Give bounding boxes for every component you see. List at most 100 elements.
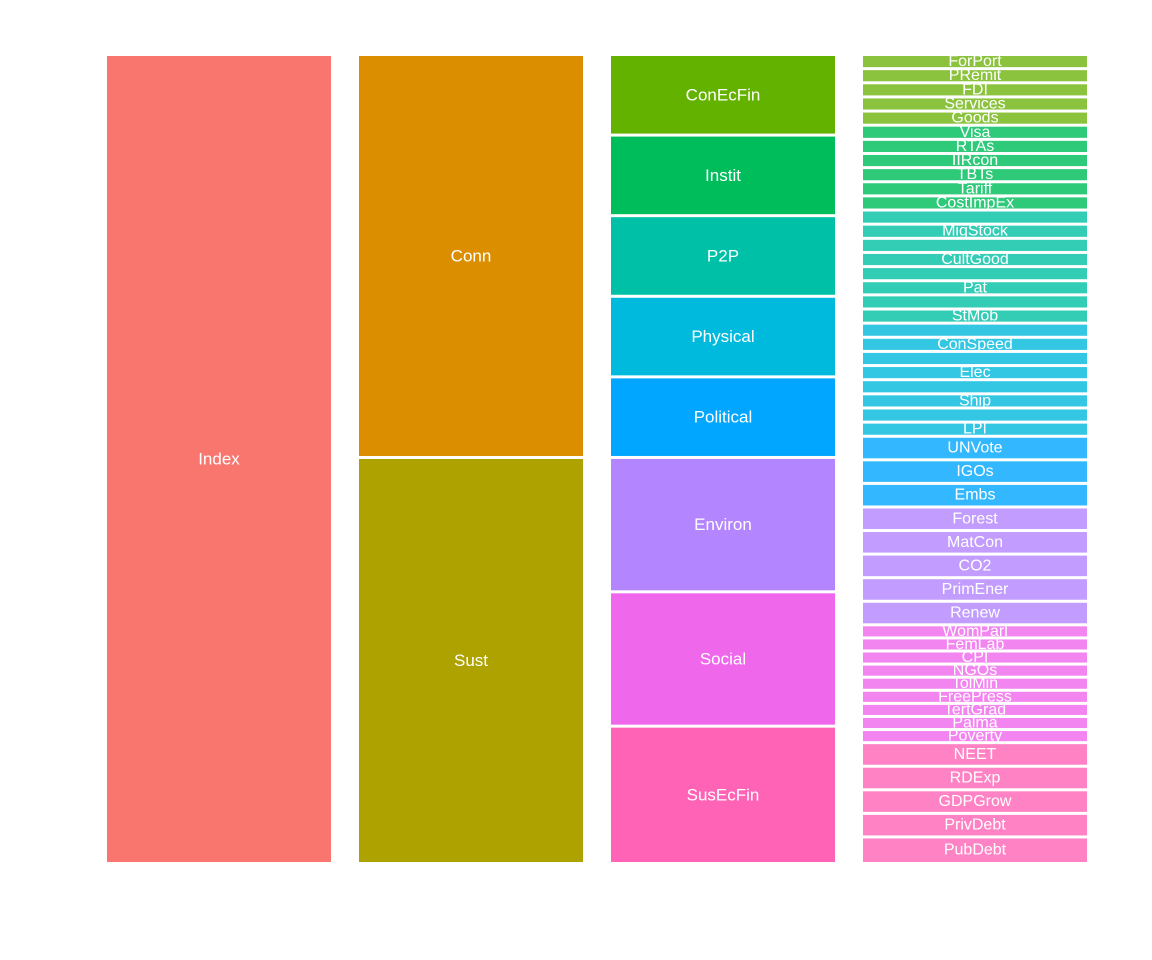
node-rect — [359, 459, 583, 862]
node-label: Forest — [952, 510, 998, 527]
node-rect — [863, 56, 1087, 68]
node-rect — [863, 579, 1087, 600]
node-level3-35: WomParl — [863, 623, 1087, 640]
node-rect — [863, 409, 1087, 421]
node-level3-19 — [863, 324, 1087, 336]
node-level3-37: CPI — [863, 649, 1087, 666]
node-rect — [863, 704, 1087, 715]
node-label: NGOs — [953, 662, 997, 679]
node-rect — [863, 395, 1087, 407]
node-rect — [863, 731, 1087, 742]
node-level3-4: Goods — [863, 110, 1087, 127]
node-rect — [863, 70, 1087, 82]
node-label: Social — [700, 649, 746, 668]
node-label: ConSpeed — [937, 336, 1013, 353]
node-rect — [863, 555, 1087, 577]
node-level3-46: GDPGrow — [863, 791, 1087, 812]
node-label: Political — [694, 408, 753, 427]
node-rect — [863, 239, 1087, 251]
node-level2-7: SusEcFin — [611, 727, 835, 862]
node-rect — [863, 652, 1087, 663]
node-label: TBTs — [957, 166, 993, 183]
node-rect — [863, 126, 1087, 138]
node-level3-43: Poverty — [863, 728, 1087, 745]
node-level3-21 — [863, 352, 1087, 365]
node-label: PRemit — [949, 67, 1002, 84]
node-label: TertGrad — [944, 701, 1006, 718]
node-label: ConEcFin — [686, 85, 761, 104]
node-label: Ship — [959, 392, 991, 409]
node-label: IIRcon — [952, 152, 998, 169]
node-rect — [863, 338, 1087, 350]
node-label: Sust — [454, 651, 488, 670]
node-level2-0: ConEcFin — [611, 56, 835, 134]
node-rect — [863, 225, 1087, 237]
node-label: Environ — [694, 515, 752, 534]
node-level3-48: PubDebt — [863, 838, 1087, 862]
node-level3-25 — [863, 409, 1087, 421]
node-rect — [863, 296, 1087, 308]
node-level3-44: NEET — [863, 744, 1087, 765]
node-level3-30: Forest — [863, 508, 1087, 530]
node-rect — [611, 56, 835, 134]
node-level2-5: Environ — [611, 458, 835, 591]
node-label: UNVote — [947, 440, 1002, 457]
node-level3-12: MigStock — [863, 223, 1087, 240]
node-label: Pat — [963, 279, 988, 296]
node-rect — [863, 626, 1087, 637]
node-level3-6: RTAs — [863, 138, 1087, 155]
node-rect — [863, 508, 1087, 530]
node-label: Instit — [705, 166, 741, 185]
node-level3-10: CostImpEx — [863, 194, 1087, 211]
node-rect — [863, 211, 1087, 223]
node-level0-0: Index — [107, 56, 331, 862]
node-level2-2: P2P — [611, 217, 835, 295]
node-level2-4: Political — [611, 378, 835, 456]
node-label: Physical — [691, 327, 754, 346]
node-label: MigStock — [942, 223, 1009, 240]
node-label: StMob — [952, 308, 998, 325]
node-level3-32: CO2 — [863, 555, 1087, 577]
node-label: Poverty — [948, 728, 1002, 745]
node-label: Services — [944, 95, 1005, 112]
node-rect — [611, 297, 835, 376]
node-rect — [863, 791, 1087, 812]
node-rect — [863, 484, 1087, 506]
node-rect — [863, 532, 1087, 553]
node-label: PrimEner — [942, 581, 1009, 598]
node-label: CO2 — [959, 557, 992, 574]
node-level1-1: Sust — [359, 459, 583, 862]
node-rect — [611, 217, 835, 295]
node-level3-39: TolMin — [863, 675, 1087, 692]
node-level3-22: Elec — [863, 364, 1087, 381]
node-level3-9: Tariff — [863, 180, 1087, 197]
node-label: CultGood — [941, 251, 1009, 268]
node-level3-28: IGOs — [863, 461, 1087, 482]
node-rect — [863, 183, 1087, 195]
node-rect — [863, 169, 1087, 181]
node-label: Conn — [451, 247, 492, 266]
node-label: Tariff — [958, 180, 993, 197]
node-label: TolMin — [952, 675, 998, 692]
node-level3-20: ConSpeed — [863, 336, 1087, 353]
node-level3-17 — [863, 296, 1087, 308]
node-level3-0: ForPort — [863, 53, 1087, 70]
node-rect — [863, 639, 1087, 650]
node-rect — [359, 56, 583, 456]
node-rect — [611, 378, 835, 456]
node-label: MatCon — [947, 534, 1003, 551]
node-label: Palma — [952, 715, 997, 732]
node-rect — [863, 423, 1087, 435]
node-level3-27: UNVote — [863, 437, 1087, 459]
node-label: FemLab — [946, 636, 1005, 653]
node-rect — [863, 253, 1087, 266]
node-level3-38: NGOs — [863, 662, 1087, 679]
node-rect — [863, 678, 1087, 689]
node-level3-15 — [863, 268, 1087, 280]
node-label: SusEcFin — [687, 785, 760, 804]
node-level3-14: CultGood — [863, 251, 1087, 268]
node-level3-42: Palma — [863, 715, 1087, 732]
node-level2-1: Instit — [611, 136, 835, 215]
node-label: WomParl — [942, 623, 1008, 640]
